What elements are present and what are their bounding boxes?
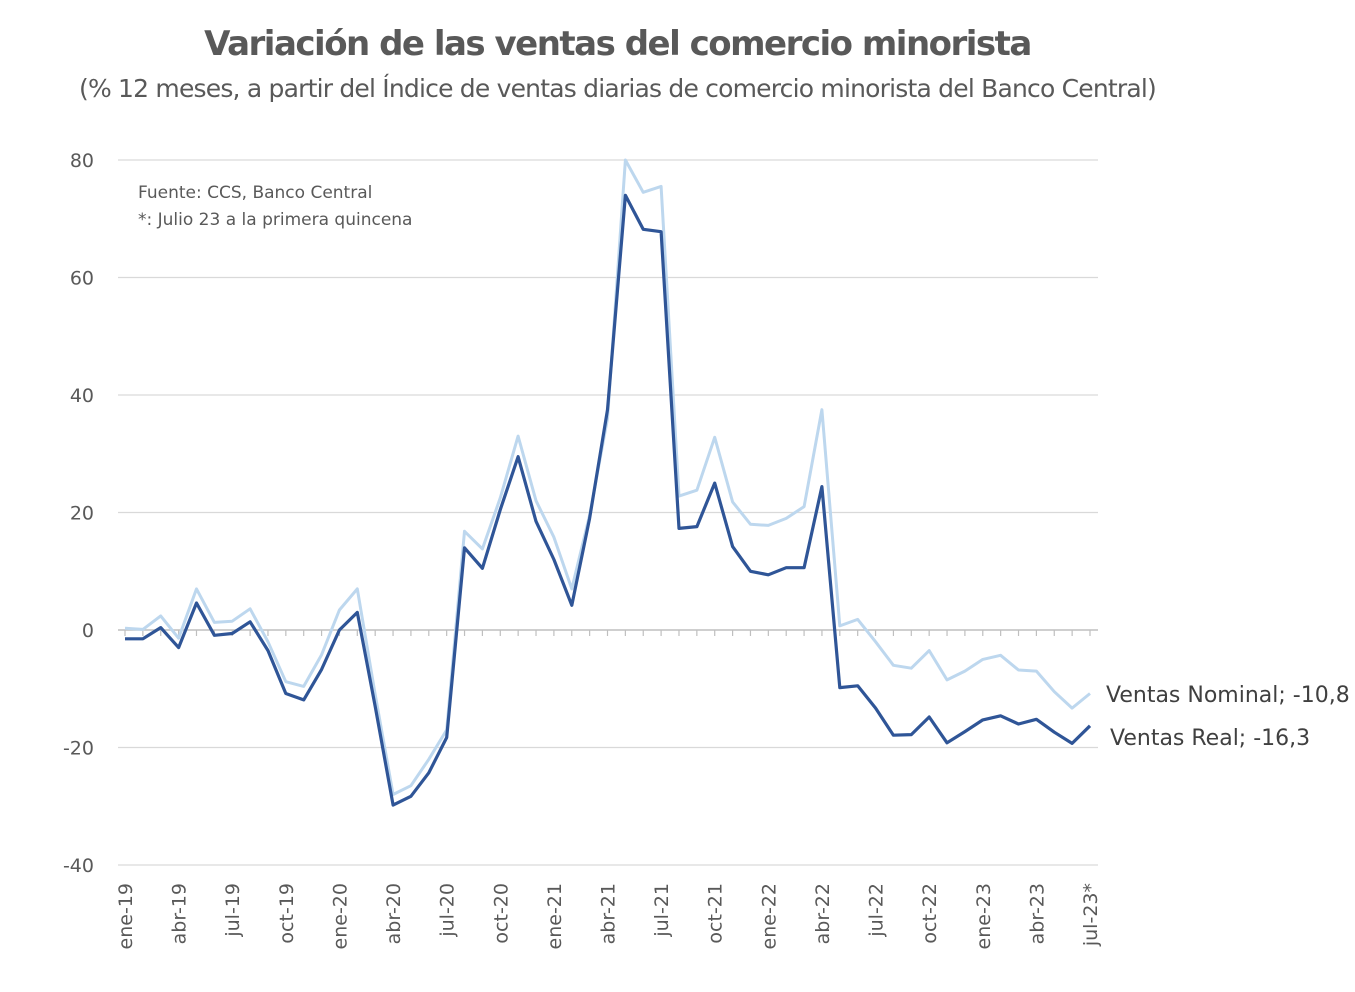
- x-tick-label: jul-21: [651, 883, 673, 938]
- y-axis: -40 -20 0 20 40 60 80: [63, 150, 94, 877]
- y-tick-label: 60: [70, 268, 94, 290]
- x-tick-label: oct-22: [919, 883, 941, 944]
- y-tick-label: -20: [63, 738, 94, 760]
- x-tick-label: abr-20: [383, 883, 405, 944]
- y-tick-label: 0: [82, 620, 94, 642]
- y-tick-label: 80: [70, 150, 94, 172]
- x-tick-label: abr-19: [169, 883, 191, 944]
- series-lines: [124, 158, 1092, 807]
- x-tick-label: oct-20: [490, 883, 512, 944]
- x-tick-label: ene-21: [544, 883, 566, 949]
- series-label-real: Ventas Real; -16,3: [1110, 726, 1310, 751]
- chart-title: Variación de las ventas del comercio min…: [204, 24, 1032, 64]
- y-tick-label: -40: [63, 855, 94, 877]
- series-line-real: [125, 193, 1092, 807]
- x-tick-label: oct-19: [276, 883, 298, 944]
- source-notes: Fuente: CCS, Banco Central *: Julio 23 a…: [138, 183, 412, 230]
- x-axis: [118, 629, 1098, 636]
- chart-subtitle: (% 12 meses, a partir del Índice de vent…: [78, 74, 1157, 103]
- x-tick-label: ene-22: [758, 883, 780, 949]
- y-tick-label: 40: [70, 385, 94, 407]
- y-tick-label: 20: [70, 503, 94, 525]
- x-tick-label: jul-19: [222, 883, 244, 938]
- x-tick-label: jul-20: [437, 883, 459, 938]
- x-tick-label: ene-23: [973, 883, 995, 949]
- x-tick-label: oct-21: [705, 883, 727, 944]
- x-tick-label: ene-20: [329, 883, 351, 949]
- x-tick-label: abr-21: [598, 883, 620, 944]
- x-tick-labels: ene-19 abr-19 jul-19 oct-19 ene-20 abr-20 jul-…: [115, 883, 1102, 949]
- series-line-nominal: [124, 158, 1091, 796]
- footnote: *: Julio 23 a la primera quincena: [138, 210, 412, 230]
- x-tick-label: jul-23*: [1080, 883, 1102, 947]
- source-note: Fuente: CCS, Banco Central: [138, 183, 372, 203]
- gridlines: [118, 159, 1098, 866]
- series-label-nominal: Ventas Nominal; -10,8: [1106, 683, 1350, 708]
- series-end-labels: Ventas Nominal; -10,8 Ventas Real; -16,3: [1106, 683, 1350, 751]
- x-tick-label: jul-22: [866, 883, 888, 938]
- x-tick-label: abr-22: [812, 883, 834, 944]
- x-tick-label: abr-23: [1026, 883, 1048, 944]
- x-tick-label: ene-19: [115, 883, 137, 949]
